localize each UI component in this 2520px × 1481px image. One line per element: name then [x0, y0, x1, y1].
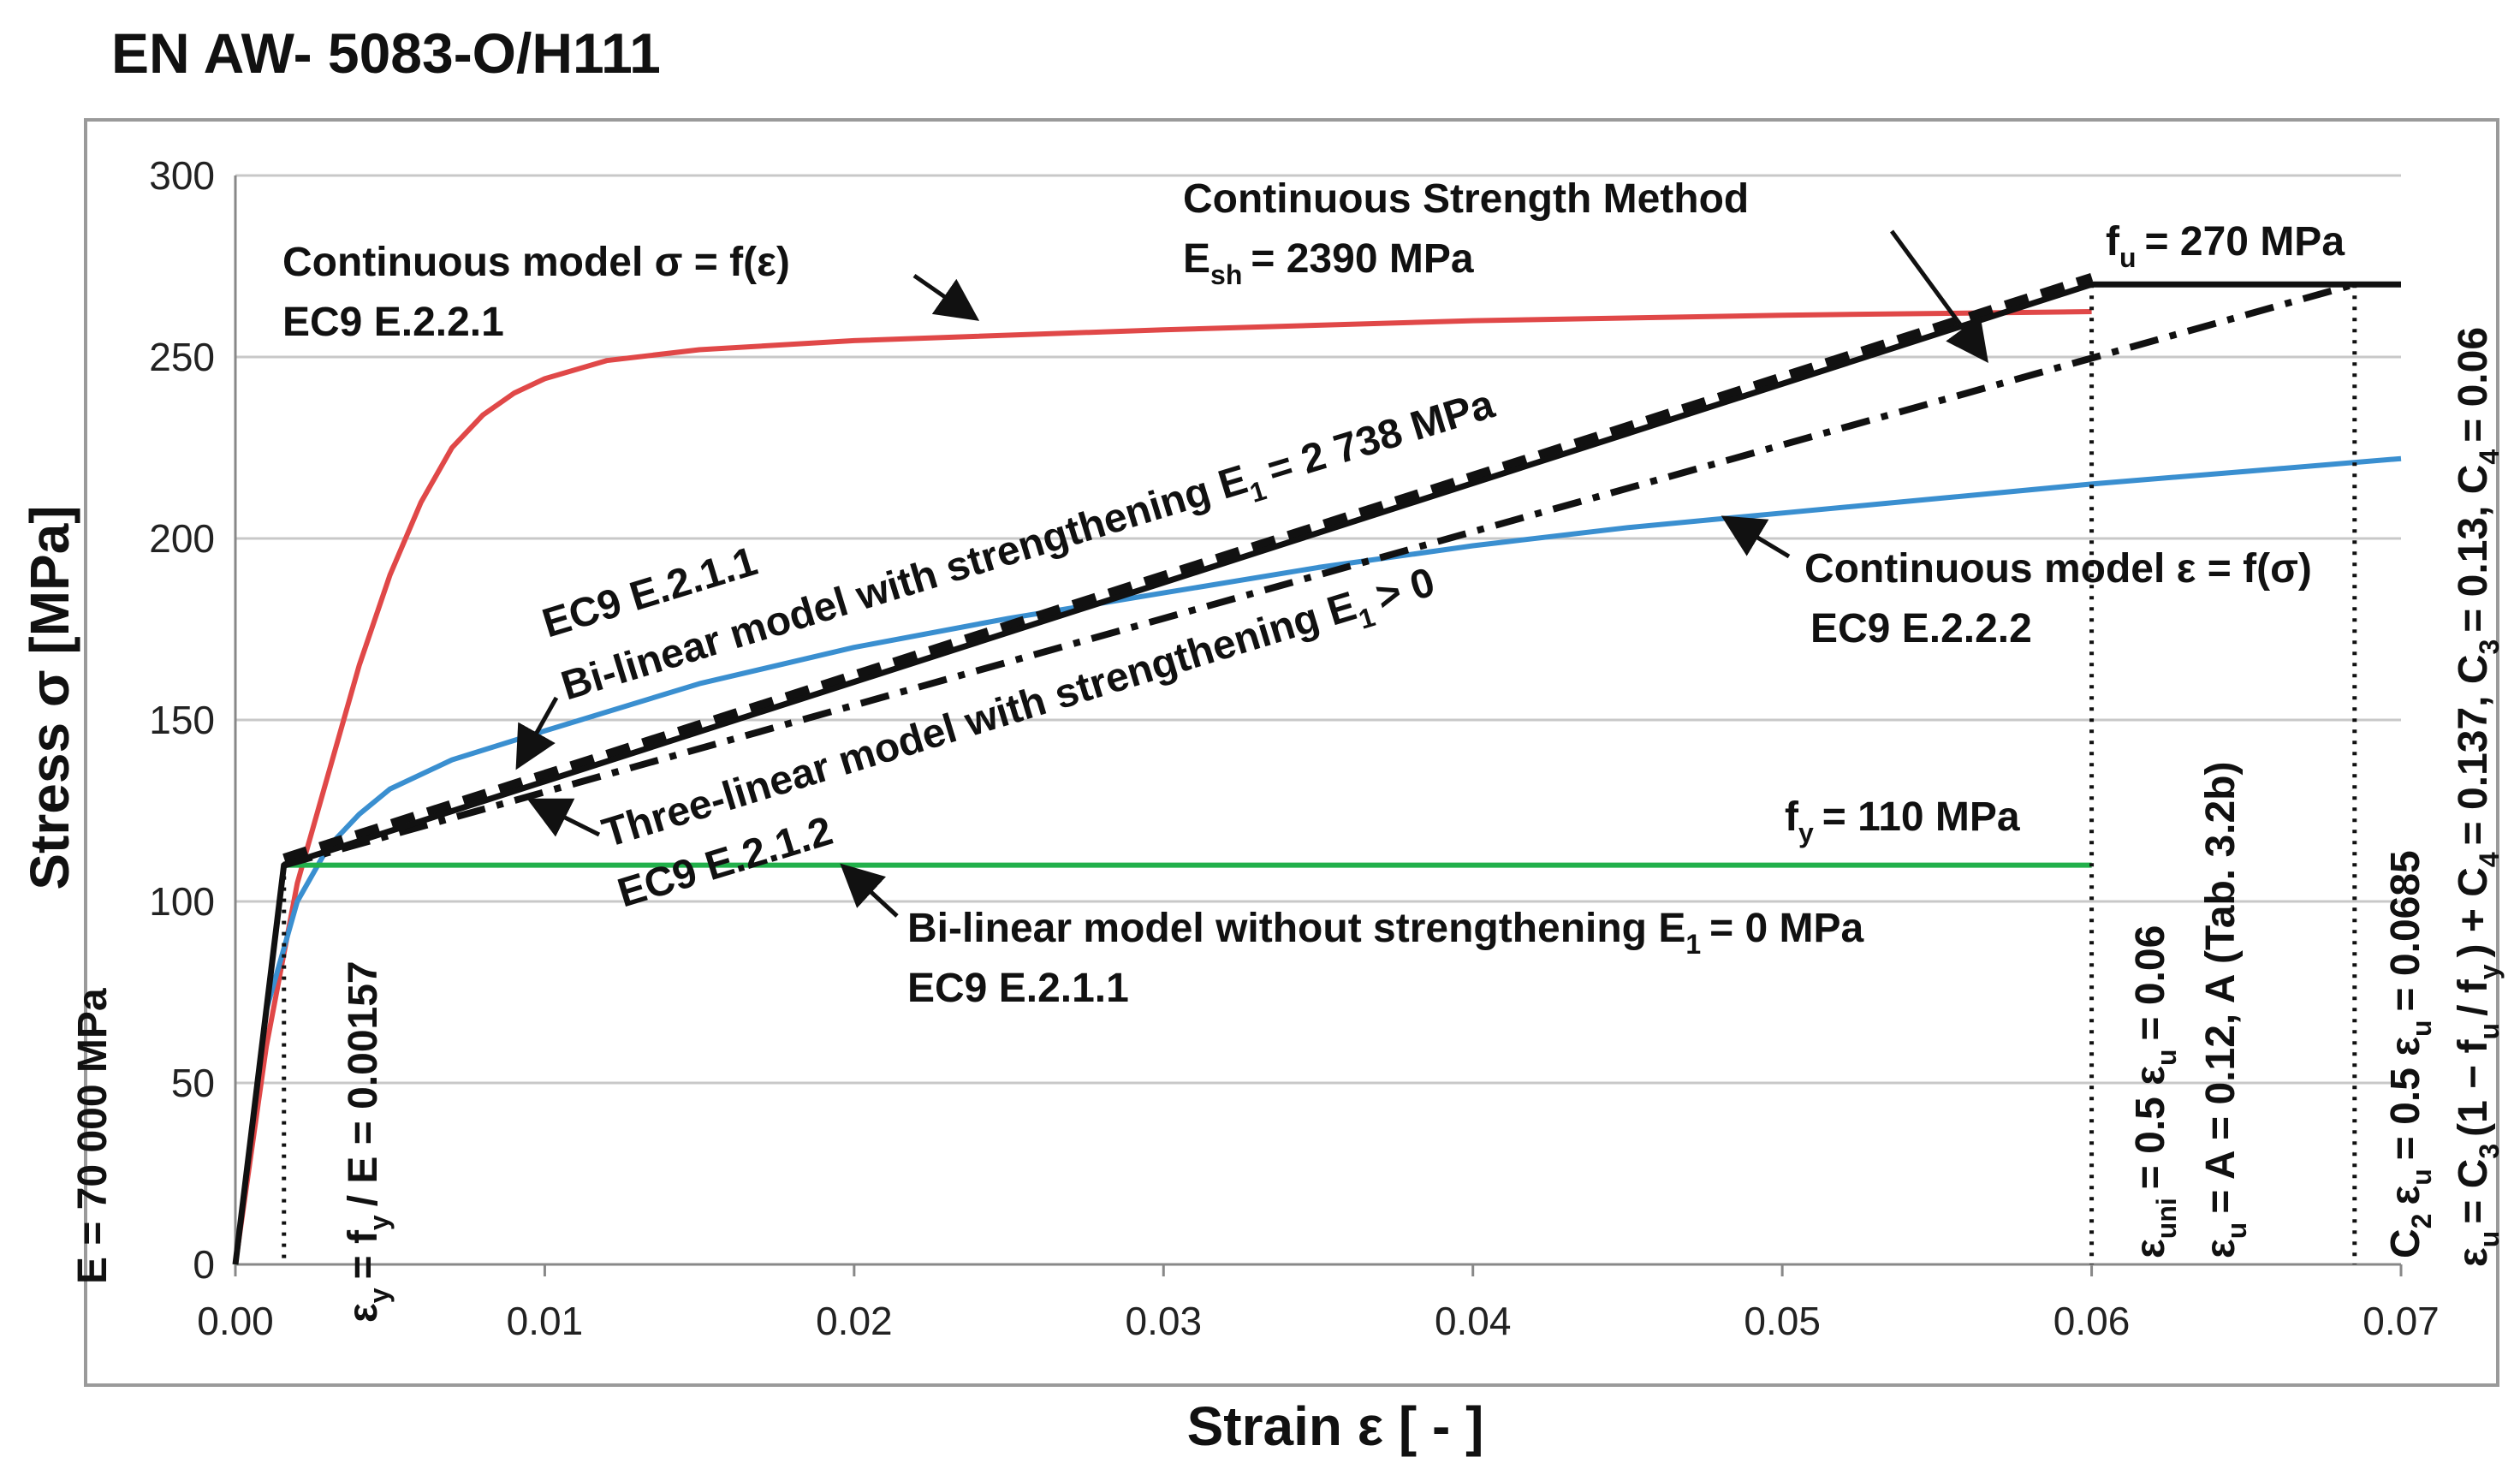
annotation-eps-u-formula: εu= C3(1 − fu/ fy) + C4= 0.137, C3= 0.13… — [2451, 327, 2505, 1267]
arrow-cont-eps — [1721, 515, 1791, 559]
arrow-bilin-no — [840, 863, 899, 918]
y-tick-label-100: 100 — [149, 879, 215, 924]
annotation-c2: C2εu= 0.5 εu= 0.0685 — [2383, 850, 2437, 1258]
data-series — [232, 272, 2402, 1265]
x-tick-label-0.03: 0.03 — [1126, 1299, 1203, 1343]
annotation-bilin-strength: Bi-linear model with strengthening E1= 2… — [556, 382, 1502, 717]
annotation-eps-y: εy= fy/ E = 0.00157 — [341, 961, 395, 1323]
x-tick-label-0.02: 0.02 — [816, 1299, 893, 1343]
x-tick-label-0.00: 0.00 — [197, 1299, 274, 1343]
tick-labels: 0 50 100 150 200 250 300 0.00 0.01 0.02 0.03 0.04 0.… — [149, 153, 2440, 1343]
annotation-cont-sigma: Continuous model σ = f(ε) — [282, 240, 790, 285]
y-tick-label-200: 200 — [149, 516, 215, 561]
figure-title: EN AW- 5083-O/H111 — [111, 21, 661, 85]
annotation-fu: fu = 270 MPa — [2106, 219, 2345, 273]
series-line-0 — [233, 309, 2092, 1265]
annotation-csm-esh: Esh = 2390 MPa — [1183, 236, 1474, 290]
axes — [234, 175, 2403, 1276]
arrow-three-lin — [526, 798, 601, 837]
y-tick-label-250: 250 — [149, 335, 215, 379]
annotation-eps-u: εu= A = 0.12, A (Tab. 3.2b) — [2198, 762, 2252, 1259]
series-line-5 — [232, 281, 2401, 1265]
y-tick-label-150: 150 — [149, 698, 215, 742]
annotation-bilin-no: Bi-linear model without strengthening E1… — [907, 906, 1864, 960]
annotation-fy: fy = 110 MPa — [1785, 794, 2020, 848]
x-tick-label-0.07: 0.07 — [2362, 1299, 2440, 1343]
x-tick-label-0.01: 0.01 — [507, 1299, 584, 1343]
x-axis-title: Strain ε [ - ] — [1187, 1395, 1484, 1457]
y-tick-label-300: 300 — [149, 153, 215, 198]
arrow-csm — [1889, 229, 1988, 364]
x-tick-label-0.04: 0.04 — [1435, 1299, 1512, 1343]
annotation-cont-sigma-ref: EC9 E.2.2.1 — [282, 300, 504, 345]
y-tick-label-0: 0 — [193, 1242, 215, 1287]
x-tick-label-0.06: 0.06 — [2053, 1299, 2131, 1343]
arrow-cont-sigma — [912, 273, 980, 321]
annotation-csm-title: Continuous Strength Method — [1183, 176, 1749, 222]
y-axis-title: Stress σ [MPa] — [19, 505, 80, 889]
y-tick-label-50: 50 — [171, 1061, 215, 1105]
reference-lines — [282, 284, 2357, 1264]
x-tick-label-0.05: 0.05 — [1744, 1299, 1821, 1343]
annotation-elastic-modulus: E = 70 000 MPa — [70, 988, 116, 1284]
annotation-cont-eps: Continuous model ε = f(σ) — [1804, 546, 2312, 592]
chart-frame — [84, 118, 2499, 1387]
annotation-eps-uni: εuni= 0.5 εu= 0.06 — [2128, 925, 2182, 1258]
annotation-cont-eps-ref: EC9 E.2.2.2 — [1810, 606, 2032, 651]
arrow-bilin-strength — [515, 696, 559, 770]
series-line-3 — [282, 272, 2094, 862]
annotation-bilin-no-ref: EC9 E.2.1.1 — [907, 966, 1129, 1011]
gridlines — [235, 174, 2401, 1085]
